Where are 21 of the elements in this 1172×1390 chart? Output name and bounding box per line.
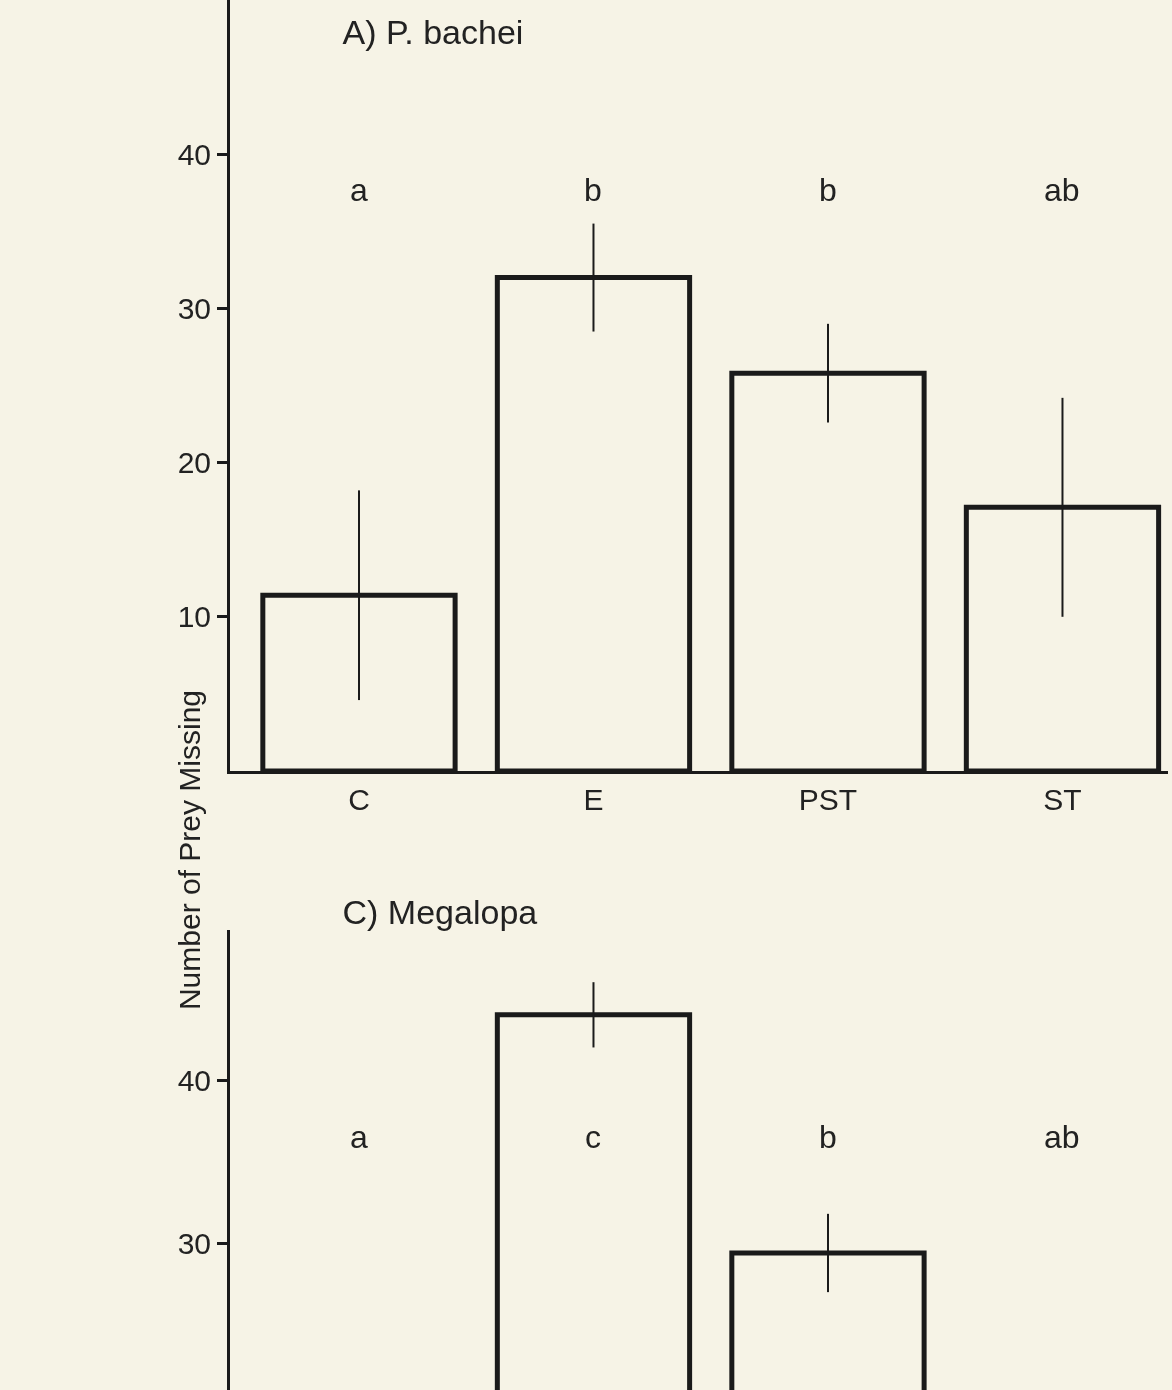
annotation: b xyxy=(584,172,602,208)
y-tick-label: 20 xyxy=(177,446,211,480)
annotation: a xyxy=(350,1119,368,1155)
annotation: b xyxy=(819,172,837,208)
y-axis-title: Number of Prey Missing xyxy=(173,689,207,1011)
x-tick-label: E xyxy=(583,783,604,816)
y-tick-label: 10 xyxy=(177,600,211,634)
annotation: ab xyxy=(1044,1119,1080,1155)
chart-title: C) Megalopa xyxy=(342,892,538,931)
y-tick-label: 30 xyxy=(177,1226,211,1260)
annotation: b xyxy=(819,1119,837,1155)
y-tick-label: 40 xyxy=(177,1063,211,1097)
annotation: a xyxy=(350,172,368,208)
y-tick-label: 30 xyxy=(177,291,211,325)
annotation: ab xyxy=(1044,172,1080,208)
x-tick-label: C xyxy=(348,783,370,816)
annotation: c xyxy=(585,1119,601,1155)
chart-title: A) P. bachei xyxy=(342,12,524,51)
x-tick-label: PST xyxy=(798,783,858,816)
x-tick-label: ST xyxy=(1043,783,1082,816)
y-tick-label: 40 xyxy=(177,137,211,171)
